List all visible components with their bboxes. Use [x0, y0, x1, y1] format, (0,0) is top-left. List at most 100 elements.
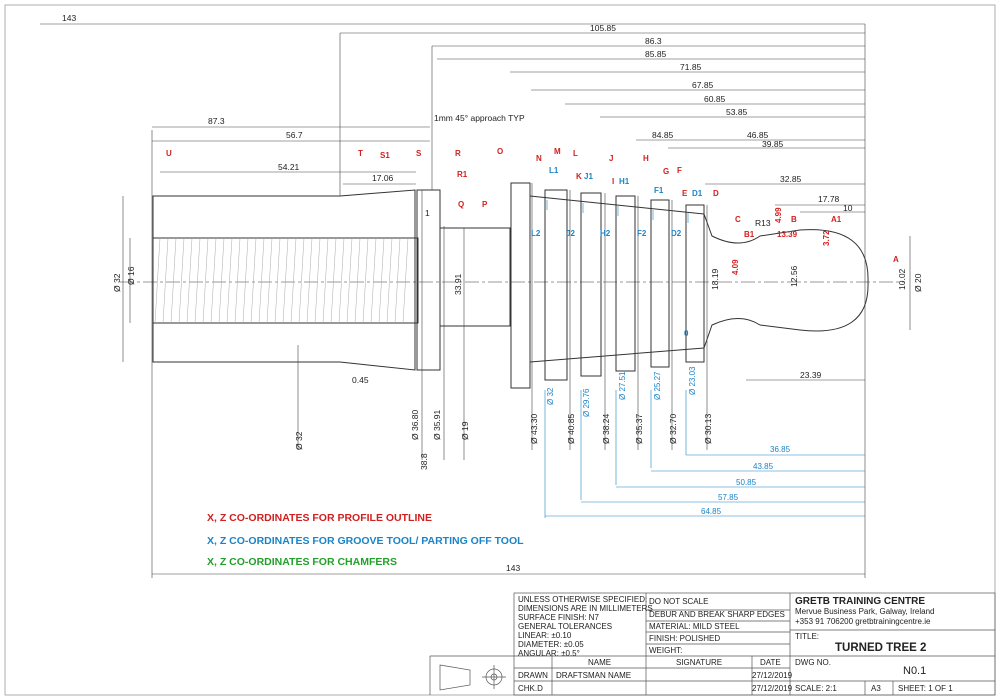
dim-0-45: 0.45 [352, 375, 369, 385]
radius-note: R13 [755, 218, 771, 228]
point-H1: H1 [619, 177, 630, 186]
col-date: DATE [760, 658, 781, 667]
dia-32-left: Ø 32 [112, 273, 122, 292]
dia-20: Ø 20 [913, 273, 923, 292]
dim-38-8: 38.8 [419, 453, 429, 470]
dim-12-56: 12.56 [789, 265, 799, 287]
do-not-scale: DO NOT SCALE [649, 597, 708, 606]
dim-4-09: 4.09 [731, 259, 740, 275]
dim-67-85: 67.85 [692, 80, 714, 90]
legend-blue: X, Z CO-ORDINATES FOR GROOVE TOOL/ PARTI… [207, 535, 524, 547]
title-label: TITLE: [795, 632, 819, 641]
dim-39-85: 39.85 [762, 139, 784, 149]
company-contact: +353 91 706200 gretbtrainingcentre.ie [795, 617, 931, 626]
point-A1: A1 [831, 215, 842, 224]
dim-32-85: 32.85 [780, 174, 802, 184]
dim-17-06: 17.06 [372, 173, 394, 183]
point-N: N [536, 154, 542, 163]
dia-32-bottom: Ø 32 [294, 431, 304, 450]
point-P: P [482, 200, 488, 209]
legend-red: X, Z CO-ORDINATES FOR PROFILE OUTLINE [207, 512, 432, 524]
title-block-text: UNLESS OTHERWISE SPECIFIED: DIMENSIONS A… [518, 595, 953, 693]
point-S: S [416, 149, 422, 158]
dim-18-19: 18.19 [710, 268, 720, 290]
chk-date: 27/12/2019 [752, 684, 793, 693]
legend: X, Z CO-ORDINATES FOR PROFILE OUTLINE X,… [207, 512, 524, 568]
point-L1: L1 [549, 166, 559, 175]
point-R: R [455, 149, 461, 158]
blue-dia-29-76: Ø 29.76 [582, 388, 591, 417]
note-unless: UNLESS OTHERWISE SPECIFIED: [518, 595, 647, 604]
title-block [429, 592, 996, 696]
dimension-lines [40, 23, 911, 578]
point-B: B [791, 215, 797, 224]
dim-10-02: 10.02 [897, 268, 907, 290]
finish: FINISH: POLISHED [649, 634, 720, 643]
dimension-texts: 143 105.85 86.3 85.85 71.85 67.85 60.85 … [62, 13, 923, 573]
point-R1: R1 [457, 170, 468, 179]
dia-19: Ø 19 [460, 421, 470, 440]
note-general: GENERAL TOLERANCES [518, 622, 612, 631]
dim-33-91: 33.91 [453, 273, 463, 295]
note-angular: ANGULAR: ±0.5° [518, 649, 580, 658]
point-F2: F2 [637, 229, 647, 238]
point-F1: F1 [654, 186, 664, 195]
drawn-date: 27/12/2019 [752, 671, 793, 680]
point-M: M [554, 147, 561, 156]
point-J1: J1 [584, 172, 593, 181]
point-G: G [663, 167, 669, 176]
blue-dia-23-03: Ø 23.03 [688, 366, 697, 395]
point-L2: L2 [531, 229, 541, 238]
dim-71-85: 71.85 [680, 62, 702, 72]
dia-35-91: Ø 35.91 [432, 409, 442, 440]
dim-23-39: 23.39 [800, 370, 822, 380]
profile-point-labels: U T S1 S R R1 Q P O N M L K J I H G F E … [166, 147, 899, 264]
dia-38-24: Ø 38.24 [601, 413, 611, 444]
dim-86-3: 86.3 [645, 36, 662, 46]
dim-1: 1 [425, 208, 430, 218]
dia-35-37: Ø 35.37 [634, 413, 644, 444]
point-D2: D2 [671, 229, 682, 238]
point-S1: S1 [380, 151, 390, 160]
dim-84-85: 84.85 [652, 130, 674, 140]
drawing-title: TURNED TREE 2 [835, 642, 926, 654]
dim-53-85: 53.85 [726, 107, 748, 117]
dim-3-72: 3.72 [822, 230, 831, 246]
point-J2: J2 [566, 229, 575, 238]
chk-label: CHK.D [518, 684, 543, 693]
dia-36-80: Ø 36.80 [410, 409, 420, 440]
point-L: L [573, 149, 578, 158]
note-dimensions: DIMENSIONS ARE IN MILLIMETERS [518, 604, 653, 613]
material: MATERIAL: MILD STEEL [649, 622, 740, 631]
dim-143-bottom: 143 [506, 563, 520, 573]
dia-16: Ø 16 [126, 266, 136, 285]
point-D: D [713, 189, 719, 198]
approach-note: 1mm 45° approach TYP [434, 113, 525, 123]
dim-56-7: 56.7 [286, 130, 303, 140]
dim-13-39: 13.39 [777, 230, 798, 239]
part-outline [120, 182, 905, 389]
point-H: H [643, 154, 649, 163]
groove-dimension-lines [544, 200, 865, 518]
dim-143-top: 143 [62, 13, 76, 23]
legend-green: X, Z CO-ORDINATES FOR CHAMFERS [207, 556, 397, 568]
sheet-border [4, 4, 996, 696]
company-name: GRETB TRAINING CENTRE [795, 596, 925, 607]
point-J: J [609, 154, 613, 163]
dim-87-3: 87.3 [208, 116, 225, 126]
point-E: E [682, 189, 688, 198]
dim-46-85: 46.85 [747, 130, 769, 140]
company-address: Mervue Business Park, Galway, Ireland [795, 607, 934, 616]
dwg-label: DWG NO. [795, 658, 831, 667]
dwg-number: N0.1 [903, 665, 926, 677]
dia-40-85: Ø 40.85 [566, 413, 576, 444]
point-O: O [497, 147, 503, 156]
point-I: I [612, 177, 614, 186]
blue-dia-25-27: Ø 25.27 [653, 371, 662, 400]
dim-10: 10 [843, 203, 853, 213]
blue-dim-50-85: 50.85 [736, 478, 757, 487]
point-A: A [893, 255, 899, 264]
weight: WEIGHT: [649, 646, 682, 655]
projection-symbol-cone [439, 664, 471, 691]
